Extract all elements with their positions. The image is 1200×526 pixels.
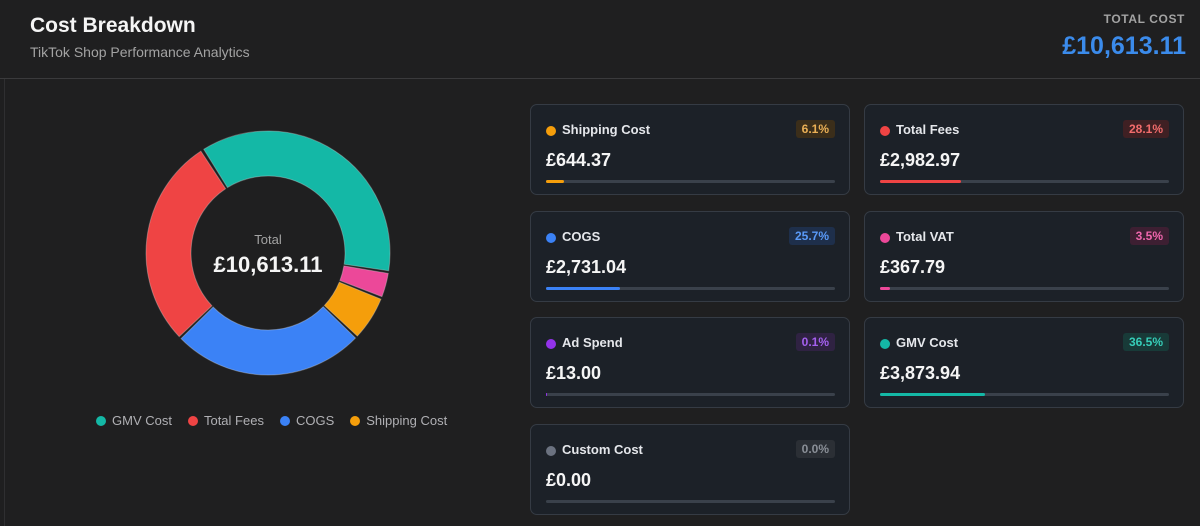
- progress-fill: [880, 287, 891, 290]
- progress-track: [546, 393, 835, 396]
- divider: [4, 79, 5, 526]
- legend-label: COGS: [295, 413, 335, 428]
- percent-badge: 3.5%: [1129, 227, 1169, 245]
- legend-item-shipping-cost[interactable]: Shipping Cost: [350, 413, 447, 428]
- donut-center-label: Total: [254, 232, 282, 247]
- card-amount: £644.37: [546, 150, 612, 170]
- legend-label: Total Fees: [203, 413, 264, 428]
- header: Cost Breakdown TikTok Shop Performance A…: [0, 0, 1200, 79]
- donut-slice-cogs[interactable]: [180, 305, 357, 376]
- legend-item-gmv-cost[interactable]: GMV Cost: [96, 413, 172, 428]
- chart-legend: GMV Cost Total Fees COGS Shipping Cost: [96, 413, 447, 428]
- page-title: Cost Breakdown: [30, 14, 196, 37]
- card-cogs[interactable]: COGS 25.7% £2,731.04: [530, 211, 850, 302]
- donut-slice-total-fees[interactable]: [145, 150, 227, 338]
- legend-item-total-fees[interactable]: Total Fees: [187, 413, 264, 428]
- card-label: Custom Cost: [562, 442, 643, 457]
- percent-badge: 25.7%: [788, 227, 835, 245]
- progress-fill: [546, 287, 621, 290]
- card-label: Total VAT: [896, 229, 954, 244]
- legend-swatch: [187, 415, 198, 426]
- progress-fill: [546, 180, 564, 183]
- donut-slice-gmv-cost[interactable]: [203, 130, 391, 272]
- card-amount: £2,982.97: [880, 150, 961, 170]
- progress-fill: [880, 180, 962, 183]
- progress-track: [880, 180, 1169, 183]
- percent-badge: 6.1%: [795, 120, 835, 138]
- percent-badge: 0.0%: [795, 440, 835, 458]
- color-dot: [880, 126, 890, 136]
- card-custom-cost[interactable]: Custom Cost 0.0% £0.00: [530, 424, 850, 515]
- page-subtitle: TikTok Shop Performance Analytics: [30, 44, 250, 60]
- legend-swatch: [96, 415, 106, 426]
- card-amount: £367.79: [880, 257, 946, 277]
- legend-swatch: [350, 415, 361, 426]
- legend-label: GMV Cost: [112, 413, 172, 428]
- total-cost-label: TOTAL COST: [1103, 12, 1185, 26]
- progress-track: [880, 287, 1169, 290]
- legend-label: Shipping Cost: [366, 413, 448, 428]
- percent-badge: 36.5%: [1122, 333, 1169, 351]
- card-ad-spend[interactable]: Ad Spend 0.1% £13.00: [530, 317, 850, 408]
- legend-item-cogs[interactable]: COGS: [279, 413, 335, 428]
- card-label: Total Fees: [896, 122, 960, 137]
- percent-badge: 28.1%: [1122, 120, 1169, 138]
- card-amount: £0.00: [546, 470, 592, 490]
- donut-slice-total-vat[interactable]: [339, 265, 389, 298]
- card-shipping-cost[interactable]: Shipping Cost 6.1% £644.37: [530, 104, 850, 195]
- percent-badge: 0.1%: [795, 333, 835, 351]
- total-cost-value: £10,613.11: [1062, 32, 1186, 60]
- legend-swatch: [279, 415, 290, 426]
- card-label: COGS: [562, 229, 601, 244]
- card-amount: £2,731.04: [546, 257, 627, 277]
- card-label: GMV Cost: [896, 335, 959, 350]
- color-dot: [546, 446, 556, 456]
- card-total-vat[interactable]: Total VAT 3.5% £367.79: [864, 211, 1184, 302]
- donut-center-value: £10,613.11: [213, 252, 323, 277]
- card-label: Ad Spend: [562, 335, 623, 350]
- progress-fill: [880, 393, 986, 396]
- donut-slice-shipping-cost[interactable]: [323, 281, 382, 337]
- color-dot: [546, 126, 556, 136]
- color-dot: [546, 233, 556, 243]
- color-dot: [546, 339, 556, 349]
- card-label: Shipping Cost: [562, 122, 651, 137]
- card-amount: £13.00: [546, 363, 602, 383]
- card-gmv-cost[interactable]: GMV Cost 36.5% £3,873.94: [864, 317, 1184, 408]
- card-total-fees[interactable]: Total Fees 28.1% £2,982.97: [864, 104, 1184, 195]
- color-dot: [880, 233, 890, 243]
- card-amount: £3,873.94: [880, 363, 961, 383]
- progress-track: [546, 180, 835, 183]
- progress-track: [546, 500, 835, 503]
- color-dot: [880, 339, 890, 349]
- progress-track: [880, 393, 1169, 396]
- cost-donut-chart: [145, 130, 391, 376]
- progress-track: [546, 287, 835, 290]
